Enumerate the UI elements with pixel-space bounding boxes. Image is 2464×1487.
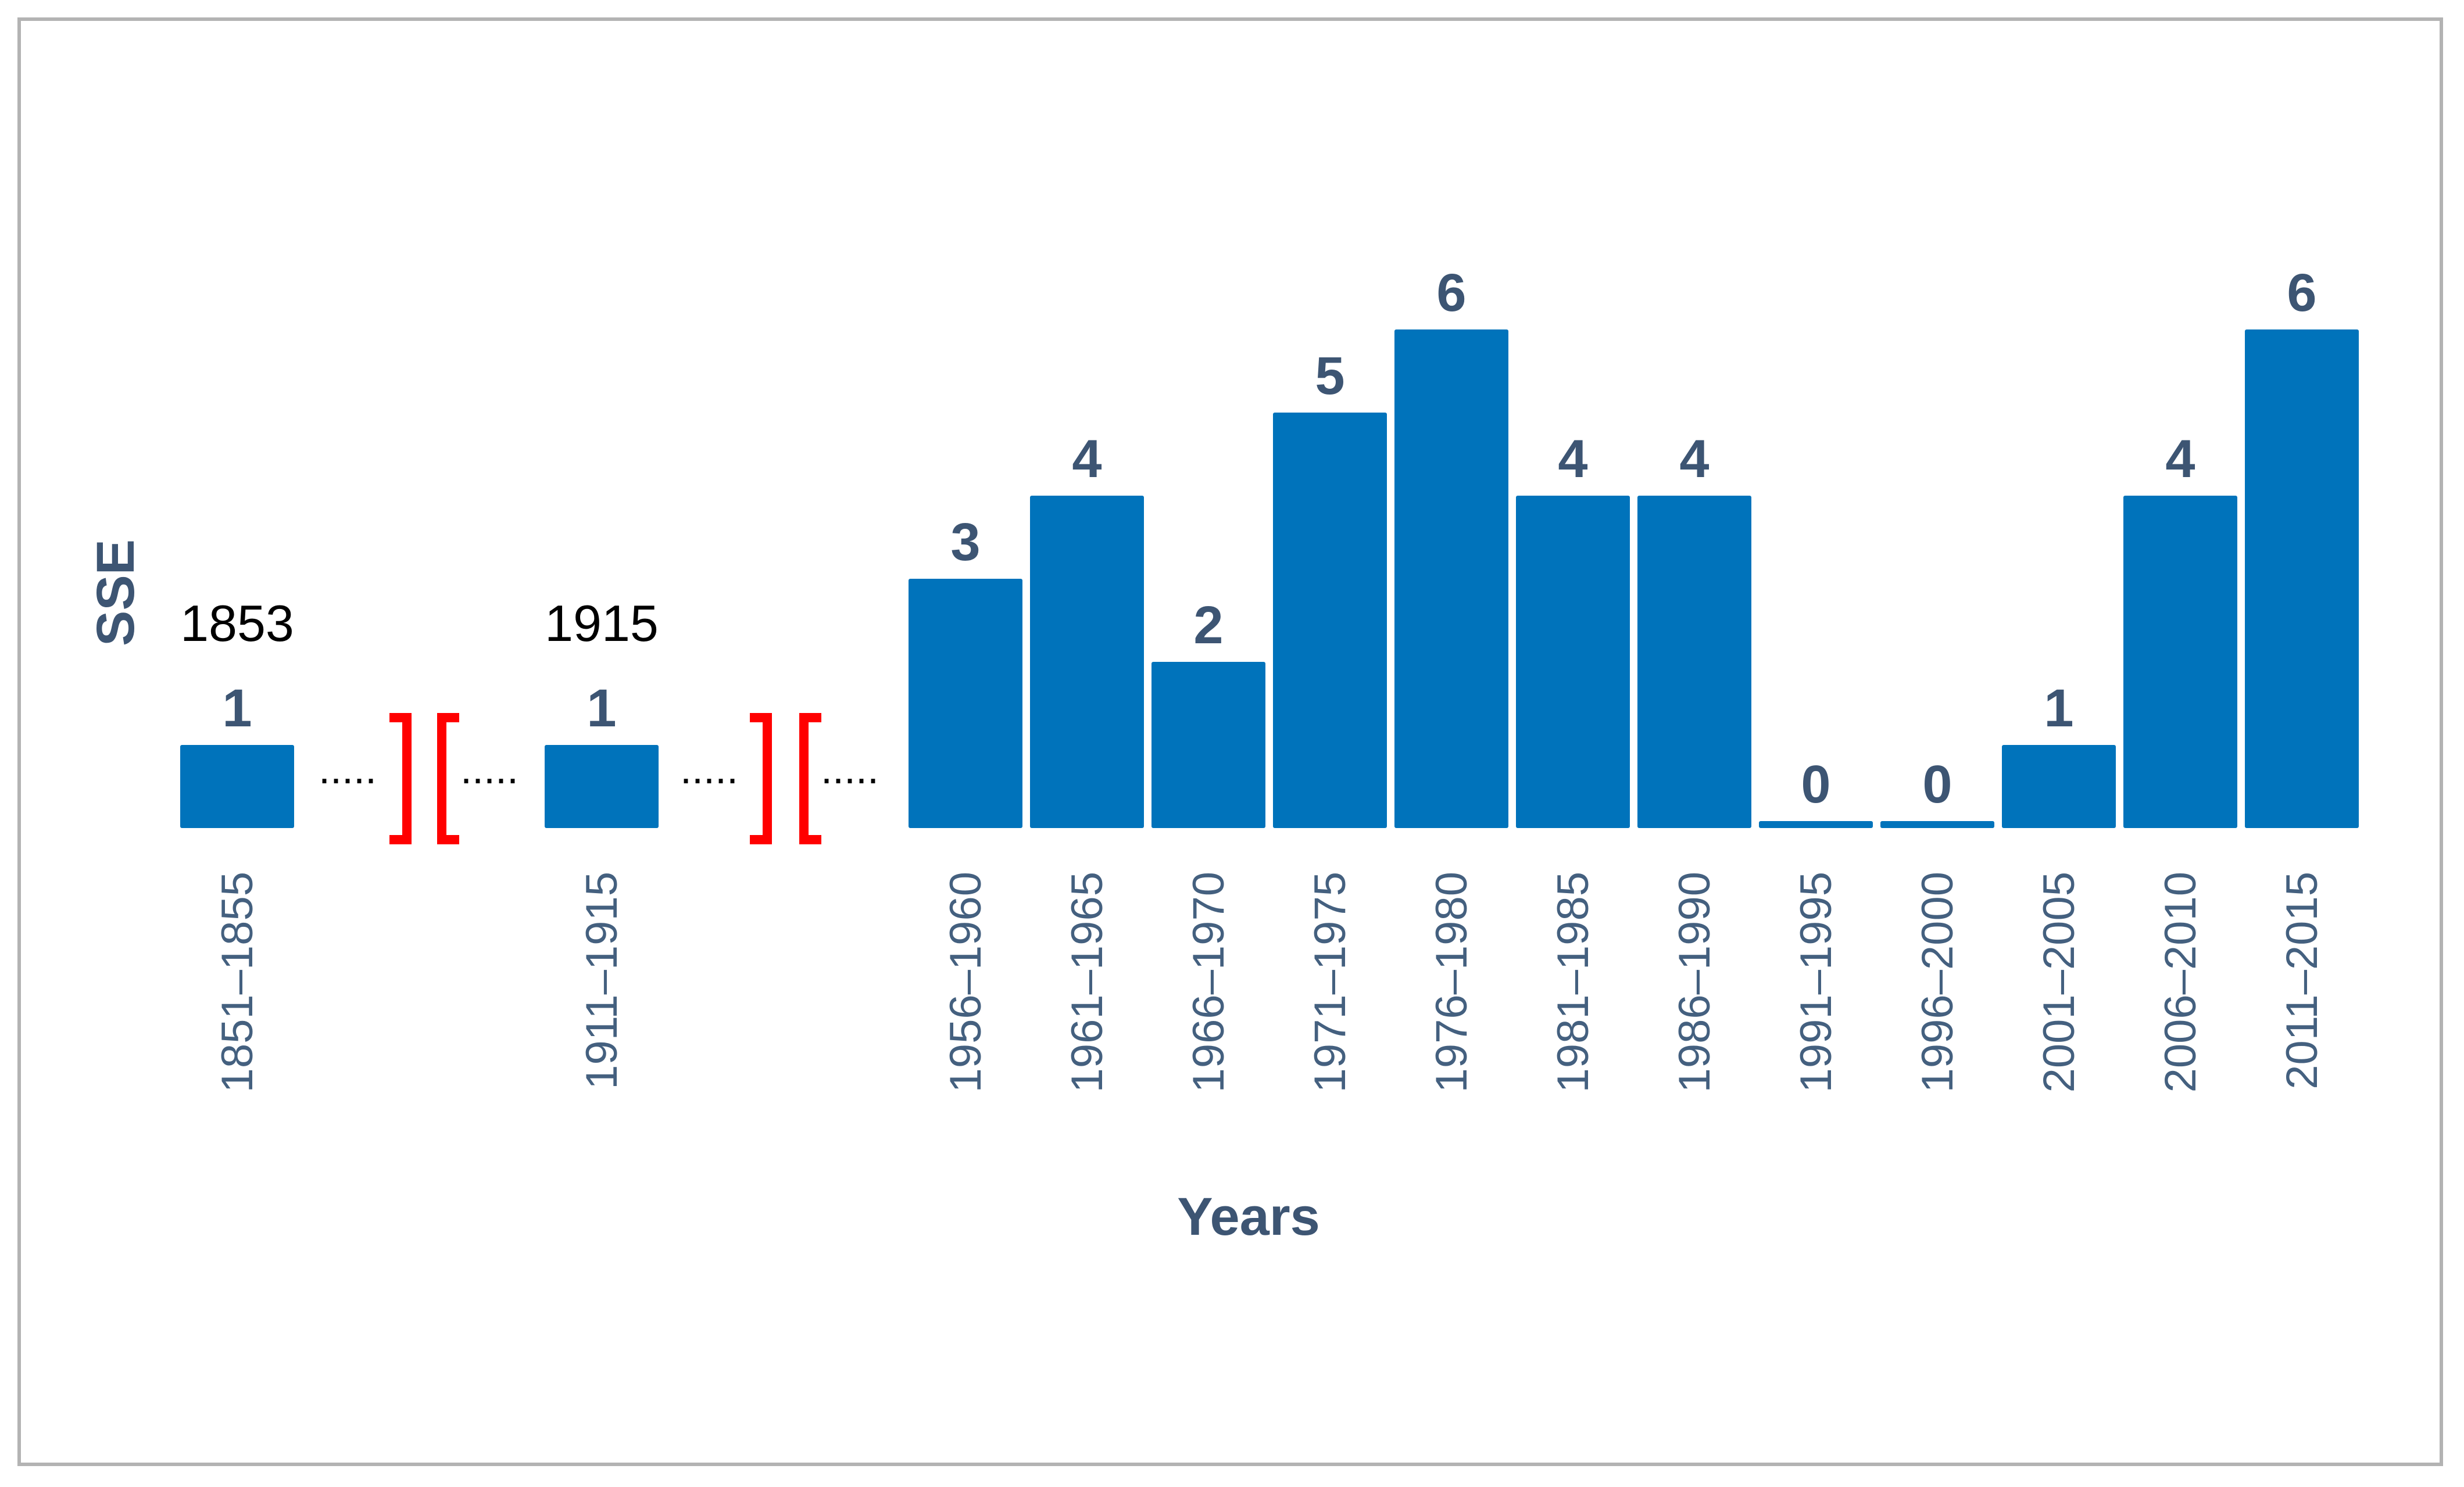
axis-breaks: .................... [319, 713, 879, 844]
data-label: 0 [1801, 755, 1830, 814]
bar [180, 745, 294, 828]
data-label: 1 [222, 679, 252, 738]
year-annotation: 1853 [180, 594, 294, 652]
y-axis-title: SSE [86, 539, 145, 646]
bar [1273, 413, 1387, 828]
x-tick-label: 1966–1970 [1184, 872, 1233, 1092]
axis-break-bracket [437, 713, 459, 844]
x-tick-label: 1911–1915 [577, 872, 627, 1090]
x-tick-label: 1986–1990 [1670, 872, 1719, 1092]
bar [1394, 329, 1508, 828]
x-tick-label: 1976–1980 [1427, 872, 1476, 1092]
x-axis-title: Years [1177, 1187, 1320, 1246]
data-label: 3 [950, 513, 980, 572]
x-tick-label: 2011–2015 [2277, 872, 2327, 1090]
break-dots: ..... [460, 746, 518, 793]
bar [1759, 821, 1873, 828]
x-tick-label: 1961–1965 [1063, 872, 1112, 1092]
break-dots: ..... [821, 746, 879, 793]
bar [909, 579, 1022, 828]
x-tick-label: 1851–1855 [213, 872, 262, 1092]
axis-break-bracket [799, 713, 821, 844]
bar [2245, 329, 2359, 828]
data-label: 5 [1315, 346, 1344, 406]
bar [2123, 496, 2237, 828]
bar [1516, 496, 1630, 828]
data-label: 4 [2165, 429, 2195, 489]
axis-break-bracket [389, 713, 412, 844]
bar [1637, 496, 1751, 828]
x-tick-label: 1971–1975 [1306, 872, 1355, 1092]
data-label: 0 [1922, 755, 1952, 814]
bar [545, 745, 659, 828]
axis-break-bracket [750, 713, 772, 844]
data-label: 4 [1679, 429, 1709, 489]
data-label: 4 [1072, 429, 1102, 489]
data-label: 1 [2044, 679, 2073, 738]
bar [2002, 745, 2116, 828]
x-tick-label: 2006–2010 [2156, 872, 2205, 1092]
data-label: 2 [1193, 596, 1223, 655]
x-tick-label: 1981–1985 [1549, 872, 1598, 1092]
x-tick-label: 1956–1960 [941, 872, 990, 1092]
bar [1151, 662, 1265, 828]
break-dots: ..... [680, 746, 738, 793]
x-tick-label: 1996–2000 [1913, 872, 1962, 1092]
bar [1880, 821, 1994, 828]
bar [1030, 496, 1144, 828]
data-label: 6 [1436, 263, 1466, 323]
bars-group: 1 1851–1855 1 1911–1915 3 1956–1960 4 1961–1965… [180, 263, 2359, 1092]
data-label: 4 [1558, 429, 1587, 489]
data-label: 6 [2287, 263, 2316, 323]
break-dots: ..... [319, 746, 377, 793]
x-tick-label: 1991–1995 [1791, 872, 1841, 1092]
x-tick-label: 2001–2005 [2034, 872, 2084, 1092]
year-annotation: 1915 [545, 594, 659, 652]
data-label: 1 [587, 679, 616, 738]
